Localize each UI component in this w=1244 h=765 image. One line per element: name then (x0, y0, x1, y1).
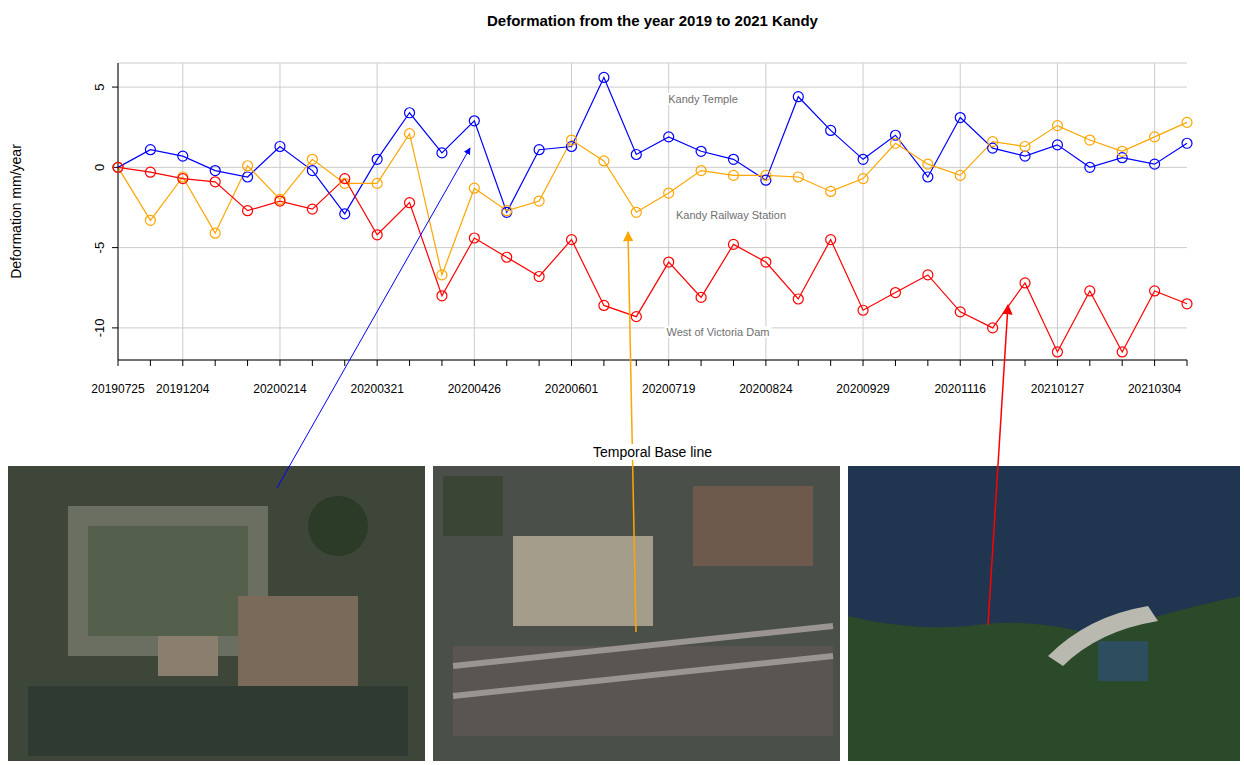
svg-text:20200824: 20200824 (739, 382, 793, 396)
html-text:Kandy Temple: Kandy Temple (668, 93, 738, 105)
svg-text:20210127: 20210127 (1031, 382, 1085, 396)
svg-text:20200214: 20200214 (253, 382, 307, 396)
svg-text:20200426: 20200426 (448, 382, 502, 396)
svg-text:Deformation mm/year: Deformation mm/year (8, 144, 24, 279)
svg-text:-5: -5 (92, 242, 107, 254)
svg-text:20190725: 20190725 (91, 382, 145, 396)
svg-text:20200601: 20200601 (545, 382, 599, 396)
svg-text:20210304: 20210304 (1128, 382, 1182, 396)
svg-text:5: 5 (92, 83, 107, 90)
svg-text:20200719: 20200719 (642, 382, 696, 396)
svg-text:20200321: 20200321 (350, 382, 404, 396)
html-text:Kandy Railway Station: Kandy Railway Station (676, 209, 786, 221)
svg-text:20200929: 20200929 (836, 382, 890, 396)
svg-text:0: 0 (92, 164, 107, 171)
html-text:Temporal Base line: Temporal Base line (593, 444, 712, 460)
html-text:West of Victoria Dam: West of Victoria Dam (666, 326, 770, 338)
svg-text:-10: -10 (92, 318, 107, 337)
html-text:Deformation from the year 2019: Deformation from the year 2019 to 2021 K… (487, 12, 818, 29)
svg-text:20191204: 20191204 (156, 382, 210, 396)
svg-text:20201116: 20201116 (934, 382, 986, 396)
